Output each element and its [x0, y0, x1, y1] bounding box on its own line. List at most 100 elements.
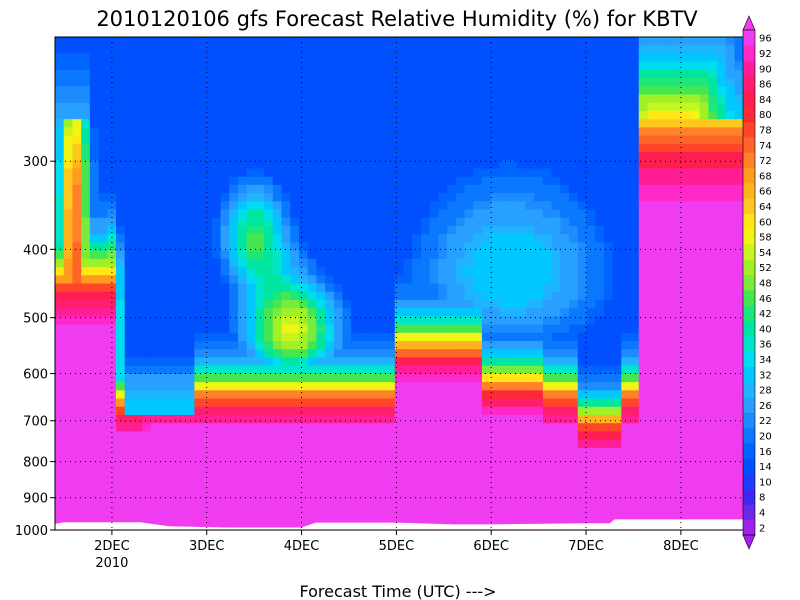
heatmap-cell: [612, 357, 622, 367]
heatmap-cell: [699, 258, 710, 268]
heatmap-cell: [89, 225, 100, 235]
heatmap-cell: [368, 86, 378, 96]
heatmap-cell: [342, 447, 352, 457]
heatmap-cell: [438, 423, 448, 432]
heatmap-cell: [717, 365, 727, 375]
heatmap-cell: [142, 135, 152, 145]
heatmap-cell: [429, 61, 439, 71]
heatmap-cell: [63, 78, 74, 87]
heatmap-cell: [176, 102, 187, 112]
heatmap-cell: [168, 37, 178, 46]
heatmap-cell: [621, 439, 631, 449]
heatmap-cell: [673, 406, 683, 416]
heatmap-cell: [490, 127, 500, 137]
heatmap-cell: [725, 431, 736, 441]
heatmap-cell: [194, 127, 204, 137]
heatmap-cell: [281, 382, 291, 391]
heatmap-cell: [359, 390, 370, 400]
heatmap-cell: [81, 357, 91, 367]
heatmap-cell: [255, 119, 265, 128]
heatmap-cell: [464, 505, 474, 515]
heatmap-cell: [89, 119, 100, 128]
heatmap-cell: [394, 357, 405, 367]
heatmap-cell: [717, 488, 727, 498]
heatmap-cell: [534, 447, 544, 457]
heatmap-cell: [447, 423, 457, 432]
heatmap-cell: [159, 258, 169, 268]
heatmap-cell: [81, 382, 91, 391]
heatmap-cell: [325, 423, 335, 432]
heatmap-cell: [508, 209, 518, 219]
colorbar-label: 66: [759, 187, 772, 198]
heatmap-cell: [534, 258, 544, 268]
heatmap-cell: [464, 225, 474, 235]
heatmap-cell: [272, 201, 283, 211]
heatmap-cell: [499, 332, 509, 342]
heatmap-cell: [717, 423, 727, 432]
heatmap-cell: [168, 258, 178, 268]
heatmap-cell: [569, 291, 579, 301]
heatmap-cell: [307, 242, 317, 252]
heatmap-cell: [525, 373, 535, 383]
heatmap-cell: [429, 414, 439, 424]
heatmap-cell: [534, 341, 544, 350]
heatmap-cell: [255, 472, 265, 482]
heatmap-cell: [490, 373, 500, 383]
heatmap-cell: [612, 209, 622, 219]
heatmap-cell: [586, 283, 596, 293]
heatmap-cell: [229, 127, 239, 137]
heatmap-cell: [647, 423, 657, 432]
heatmap-cell: [298, 357, 309, 367]
heatmap-cell: [377, 119, 387, 128]
heatmap-cell: [508, 143, 518, 153]
heatmap-cell: [133, 45, 143, 55]
heatmap-cell: [464, 382, 474, 391]
heatmap-cell: [656, 456, 666, 465]
heatmap-cell: [595, 324, 605, 334]
heatmap-cell: [447, 201, 457, 211]
heatmap-cell: [281, 37, 291, 46]
heatmap-cell: [534, 480, 544, 490]
heatmap-cell: [508, 308, 518, 317]
heatmap-cell: [455, 275, 466, 285]
heatmap-cell: [55, 127, 65, 137]
heatmap-cell: [107, 143, 117, 153]
heatmap-cell: [255, 480, 265, 490]
heatmap-cell: [708, 110, 718, 120]
heatmap-cell: [194, 423, 204, 432]
heatmap-cell: [525, 472, 535, 482]
heatmap-cell: [481, 447, 492, 457]
heatmap-cell: [185, 390, 195, 400]
heatmap-cell: [525, 365, 535, 375]
heatmap-cell: [264, 414, 274, 424]
heatmap-cell: [255, 349, 265, 359]
heatmap-cell: [490, 242, 500, 252]
heatmap-cell: [307, 365, 317, 375]
heatmap-cell: [342, 217, 352, 227]
heatmap-cell: [403, 308, 413, 317]
heatmap-cell: [220, 267, 230, 276]
heatmap-cell: [717, 143, 727, 153]
heatmap-cell: [586, 267, 596, 276]
heatmap-cell: [656, 414, 666, 424]
heatmap-cell: [142, 398, 152, 408]
heatmap-cell: [142, 308, 152, 317]
heatmap-cell: [403, 299, 413, 309]
heatmap-cell: [420, 398, 431, 408]
heatmap-cell: [516, 94, 527, 104]
heatmap-cell: [455, 78, 466, 87]
heatmap-cell: [351, 209, 361, 219]
heatmap-cell: [403, 349, 413, 359]
heatmap-cell: [185, 267, 195, 276]
heatmap-cell: [150, 299, 161, 309]
heatmap-cell: [194, 258, 204, 268]
heatmap-cell: [603, 332, 614, 342]
heatmap-cell: [159, 505, 169, 515]
heatmap-cell: [89, 61, 100, 71]
heatmap-cell: [272, 357, 283, 367]
heatmap-cell: [316, 258, 326, 268]
heatmap-cell: [699, 275, 710, 285]
heatmap-cell: [255, 316, 265, 326]
heatmap-cell: [664, 152, 675, 161]
heatmap-cell: [708, 447, 718, 457]
